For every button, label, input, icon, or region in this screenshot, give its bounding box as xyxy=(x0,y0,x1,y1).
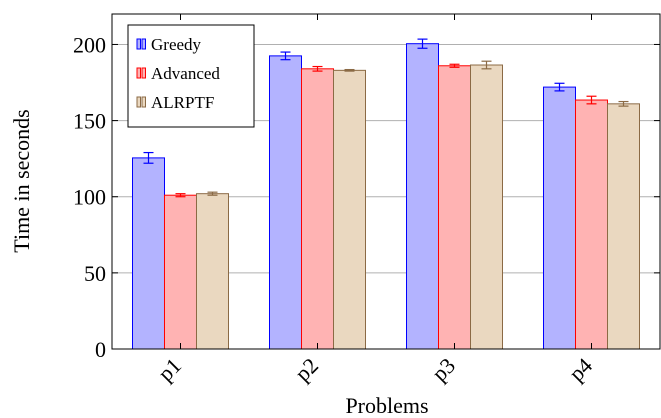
y-tick-label: 50 xyxy=(84,261,106,286)
legend-swatch-advanced xyxy=(141,67,146,79)
bars-layer xyxy=(132,38,640,350)
legend-swatch-alrptf xyxy=(136,96,141,108)
bar-alrptf-p1 xyxy=(196,193,229,350)
legend-label-alrptf: ALRPTF xyxy=(151,93,214,112)
x-tick-label: p3 xyxy=(427,353,460,386)
bar-alrptf-p4 xyxy=(607,103,640,350)
plot-frame xyxy=(111,13,661,350)
x-axis-label: Problems xyxy=(345,393,428,418)
legend-box xyxy=(127,24,255,128)
y-axis-label: Time in seconds xyxy=(9,109,34,252)
bar-greedy-p3 xyxy=(406,43,439,350)
legend-swatch-alrptf xyxy=(141,96,146,108)
axes-layer xyxy=(111,13,661,350)
bar-advanced-p4 xyxy=(575,99,608,350)
legend: Greedy Advanced ALRPTF xyxy=(127,24,255,128)
x-tick-label: p1 xyxy=(153,353,186,386)
bar-greedy-p1 xyxy=(132,157,165,350)
legend-label-advanced: Advanced xyxy=(151,64,220,83)
bar-greedy-p4 xyxy=(543,86,576,350)
bar-greedy-p2 xyxy=(269,55,302,350)
y-tick-label: 200 xyxy=(73,32,106,57)
legend-swatch-advanced xyxy=(136,67,141,79)
x-tick-label: p4 xyxy=(564,353,597,386)
y-tick-label: 100 xyxy=(73,185,106,210)
bar-alrptf-p2 xyxy=(333,69,366,350)
y-tick-label: 0 xyxy=(95,337,106,362)
legend-swatch-greedy xyxy=(136,38,141,50)
bar-advanced-p3 xyxy=(438,65,471,350)
x-tick-label: p2 xyxy=(290,353,323,386)
y-tick-label: 150 xyxy=(73,109,106,134)
bar-alrptf-p3 xyxy=(470,64,503,350)
legend-swatch-greedy xyxy=(141,38,146,50)
bar-advanced-p1 xyxy=(164,194,197,350)
legend-label-greedy: Greedy xyxy=(151,35,202,54)
bar-advanced-p2 xyxy=(301,68,334,350)
